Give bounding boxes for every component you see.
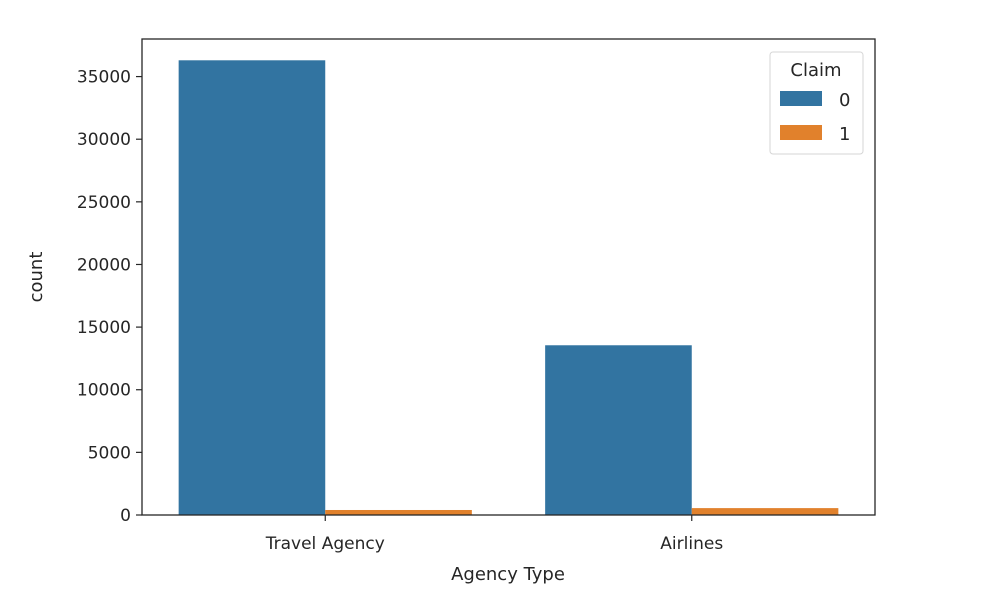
legend-swatch-0 (780, 91, 822, 106)
legend-swatch-1 (780, 125, 822, 140)
bars-group (178, 60, 839, 515)
legend-label-0: 0 (839, 90, 850, 111)
bar-airlines-claim-1 (691, 508, 839, 515)
x-axis-label: Agency Type (451, 564, 565, 585)
y-tick-label: 10000 (77, 381, 131, 401)
y-tick-label: 15000 (77, 318, 131, 338)
x-axis-ticks: Travel Agency Airlines (265, 515, 723, 554)
y-tick-label: 20000 (77, 255, 131, 275)
y-tick-label: 0 (120, 506, 131, 526)
y-tick-label: 35000 (77, 68, 131, 88)
legend: Claim 0 1 (769, 51, 864, 155)
y-axis-ticks: 0 5000 10000 15000 20000 25000 30000 35000 (77, 68, 142, 526)
bar-travel-agency-claim-1 (325, 509, 472, 515)
y-tick-label: 30000 (77, 130, 131, 150)
y-tick-label: 25000 (77, 193, 131, 213)
x-tick-label: Airlines (660, 534, 723, 554)
plot-frame (141, 38, 876, 516)
legend-title: Claim (790, 60, 841, 81)
x-tick-label: Travel Agency (265, 534, 385, 554)
legend-label-1: 1 (839, 124, 850, 145)
y-tick-label: 5000 (88, 443, 131, 463)
y-axis-label: count (26, 252, 47, 303)
bar-airlines-claim-0 (545, 345, 692, 515)
bar-travel-agency-claim-0 (178, 60, 326, 515)
